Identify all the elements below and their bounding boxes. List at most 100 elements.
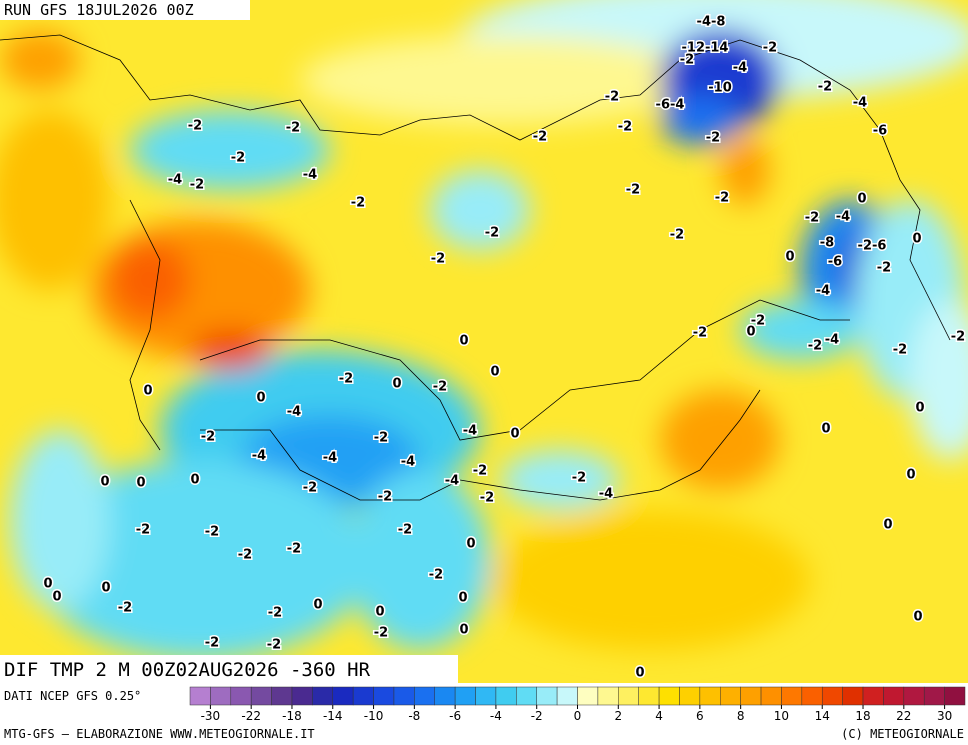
contour-label: -2 [188, 119, 202, 134]
contour-label: -2 [205, 636, 219, 651]
contour-label: -2 [763, 41, 777, 56]
contour-label: 0 [313, 598, 322, 613]
colorbar-cell [495, 686, 517, 706]
contour-label: 0 [466, 537, 475, 552]
colorbar-cell [923, 686, 945, 706]
colorbar-cell [577, 686, 599, 706]
contour-label: -6 [873, 124, 887, 139]
contour-label: -4 [463, 424, 477, 439]
colorbar-tick-label: 30 [937, 709, 952, 723]
contour-label: -6 [828, 255, 842, 270]
colorbar-cell [475, 686, 497, 706]
colorbar-tick-label: 18 [855, 709, 870, 723]
colorbar-tick-label: 0 [574, 709, 582, 723]
contour-label: 0 [635, 666, 644, 681]
colorbar-cell [944, 686, 966, 706]
temperature-field [0, 0, 968, 683]
contour-label: 0 [43, 577, 52, 592]
contour-label: 0 [375, 605, 384, 620]
contour-label: -2 [205, 525, 219, 540]
colorbar-tick-label: 8 [737, 709, 745, 723]
colorbar-cell [454, 686, 476, 706]
contour-label: -2 [693, 326, 707, 341]
contour-label: -2 [201, 430, 215, 445]
colorbar-cell [312, 686, 334, 706]
colorbar-cell [760, 686, 782, 706]
contour-label: -2 [378, 490, 392, 505]
contour-label: -2 [680, 53, 694, 68]
colorbar-cell [189, 686, 211, 706]
colorbar-tick-label: 14 [815, 709, 830, 723]
contour-label: -2 [339, 372, 353, 387]
colorbar-cell [291, 686, 313, 706]
contour-label: -2 [893, 343, 907, 358]
colorbar-cell [883, 686, 905, 706]
contour-label: 0 [821, 422, 830, 437]
contour-label: -2 [808, 339, 822, 354]
contour-label: 0 [392, 377, 401, 392]
contour-label: -4 [836, 210, 850, 225]
contour-label: -4 [252, 449, 266, 464]
run-label: RUN GFS 18JUL2026 00Z [4, 1, 194, 19]
colorbar-tick-label: 2 [614, 709, 622, 723]
contour-label: -4 [401, 455, 415, 470]
contour-label: 0 [52, 590, 61, 605]
contour-label: -8 [820, 236, 834, 251]
contour-label: -2 [572, 471, 586, 486]
contour-label: 0 [490, 365, 499, 380]
colorbar-tick-label: -6 [449, 709, 461, 723]
colorbar-cell [821, 686, 843, 706]
contour-label: -4 [168, 173, 182, 188]
colorbar-cell [516, 686, 537, 706]
contour-label: -10 [708, 81, 732, 96]
header-box [0, 0, 250, 20]
colorbar-cell [781, 686, 803, 706]
contour-label: -2 [351, 196, 365, 211]
contour-label: -4-8 [697, 15, 726, 30]
contour-label: 0 [746, 325, 755, 340]
contour-label: 0 [906, 468, 915, 483]
colorbar-cell [801, 686, 823, 706]
contour-label: 0 [459, 623, 468, 638]
colorbar-cell [597, 686, 619, 706]
contour-label: 0 [143, 384, 152, 399]
contour-label: -2 [877, 261, 891, 276]
contour-label: 0 [785, 250, 794, 265]
colorbar-cell [862, 686, 884, 706]
colorbar-cell [903, 686, 925, 706]
title-box [0, 655, 458, 683]
contour-label: 0 [256, 391, 265, 406]
contour-label: -2 [190, 178, 204, 193]
contour-label: 0 [101, 581, 110, 596]
copyright-label: (C) METEOGIORNALE [841, 727, 964, 741]
colorbar-tick-label: 22 [896, 709, 911, 723]
contour-label: -4 [599, 487, 613, 502]
contour-label: -2 [485, 226, 499, 241]
contour-label: -2 [605, 90, 619, 105]
contour-label: -2 [429, 568, 443, 583]
source-label: DATI NCEP GFS 0.25° [4, 689, 141, 703]
map-title: DIF TMP 2 M 00Z02AUG2026 -360 HR [4, 659, 371, 681]
contour-label: -2 [480, 491, 494, 506]
contour-label: -2 [533, 130, 547, 145]
colorbar-tick-label: 6 [696, 709, 704, 723]
contour-label: -2 [303, 481, 317, 496]
contour-label: -4 [733, 61, 747, 76]
contour-label: -4 [816, 284, 830, 299]
contour-label: 0 [883, 518, 892, 533]
colorbar-tick-label: 10 [774, 709, 789, 723]
contour-label: -2 [118, 601, 132, 616]
contour-label: 0 [510, 427, 519, 442]
colorbar-tick-label: -10 [364, 709, 384, 723]
colorbar-cell [740, 686, 762, 706]
colorbar-cell [393, 686, 415, 706]
colorbar-cell [699, 686, 721, 706]
contour-label: -2 [238, 548, 252, 563]
colorbar-cell [638, 686, 660, 706]
contour-label: -2 [473, 464, 487, 479]
colorbar-cell [332, 686, 354, 706]
colorbar-cell [373, 686, 395, 706]
contour-label: -2 [618, 120, 632, 135]
colorbar-tick-label: -2 [531, 709, 543, 723]
